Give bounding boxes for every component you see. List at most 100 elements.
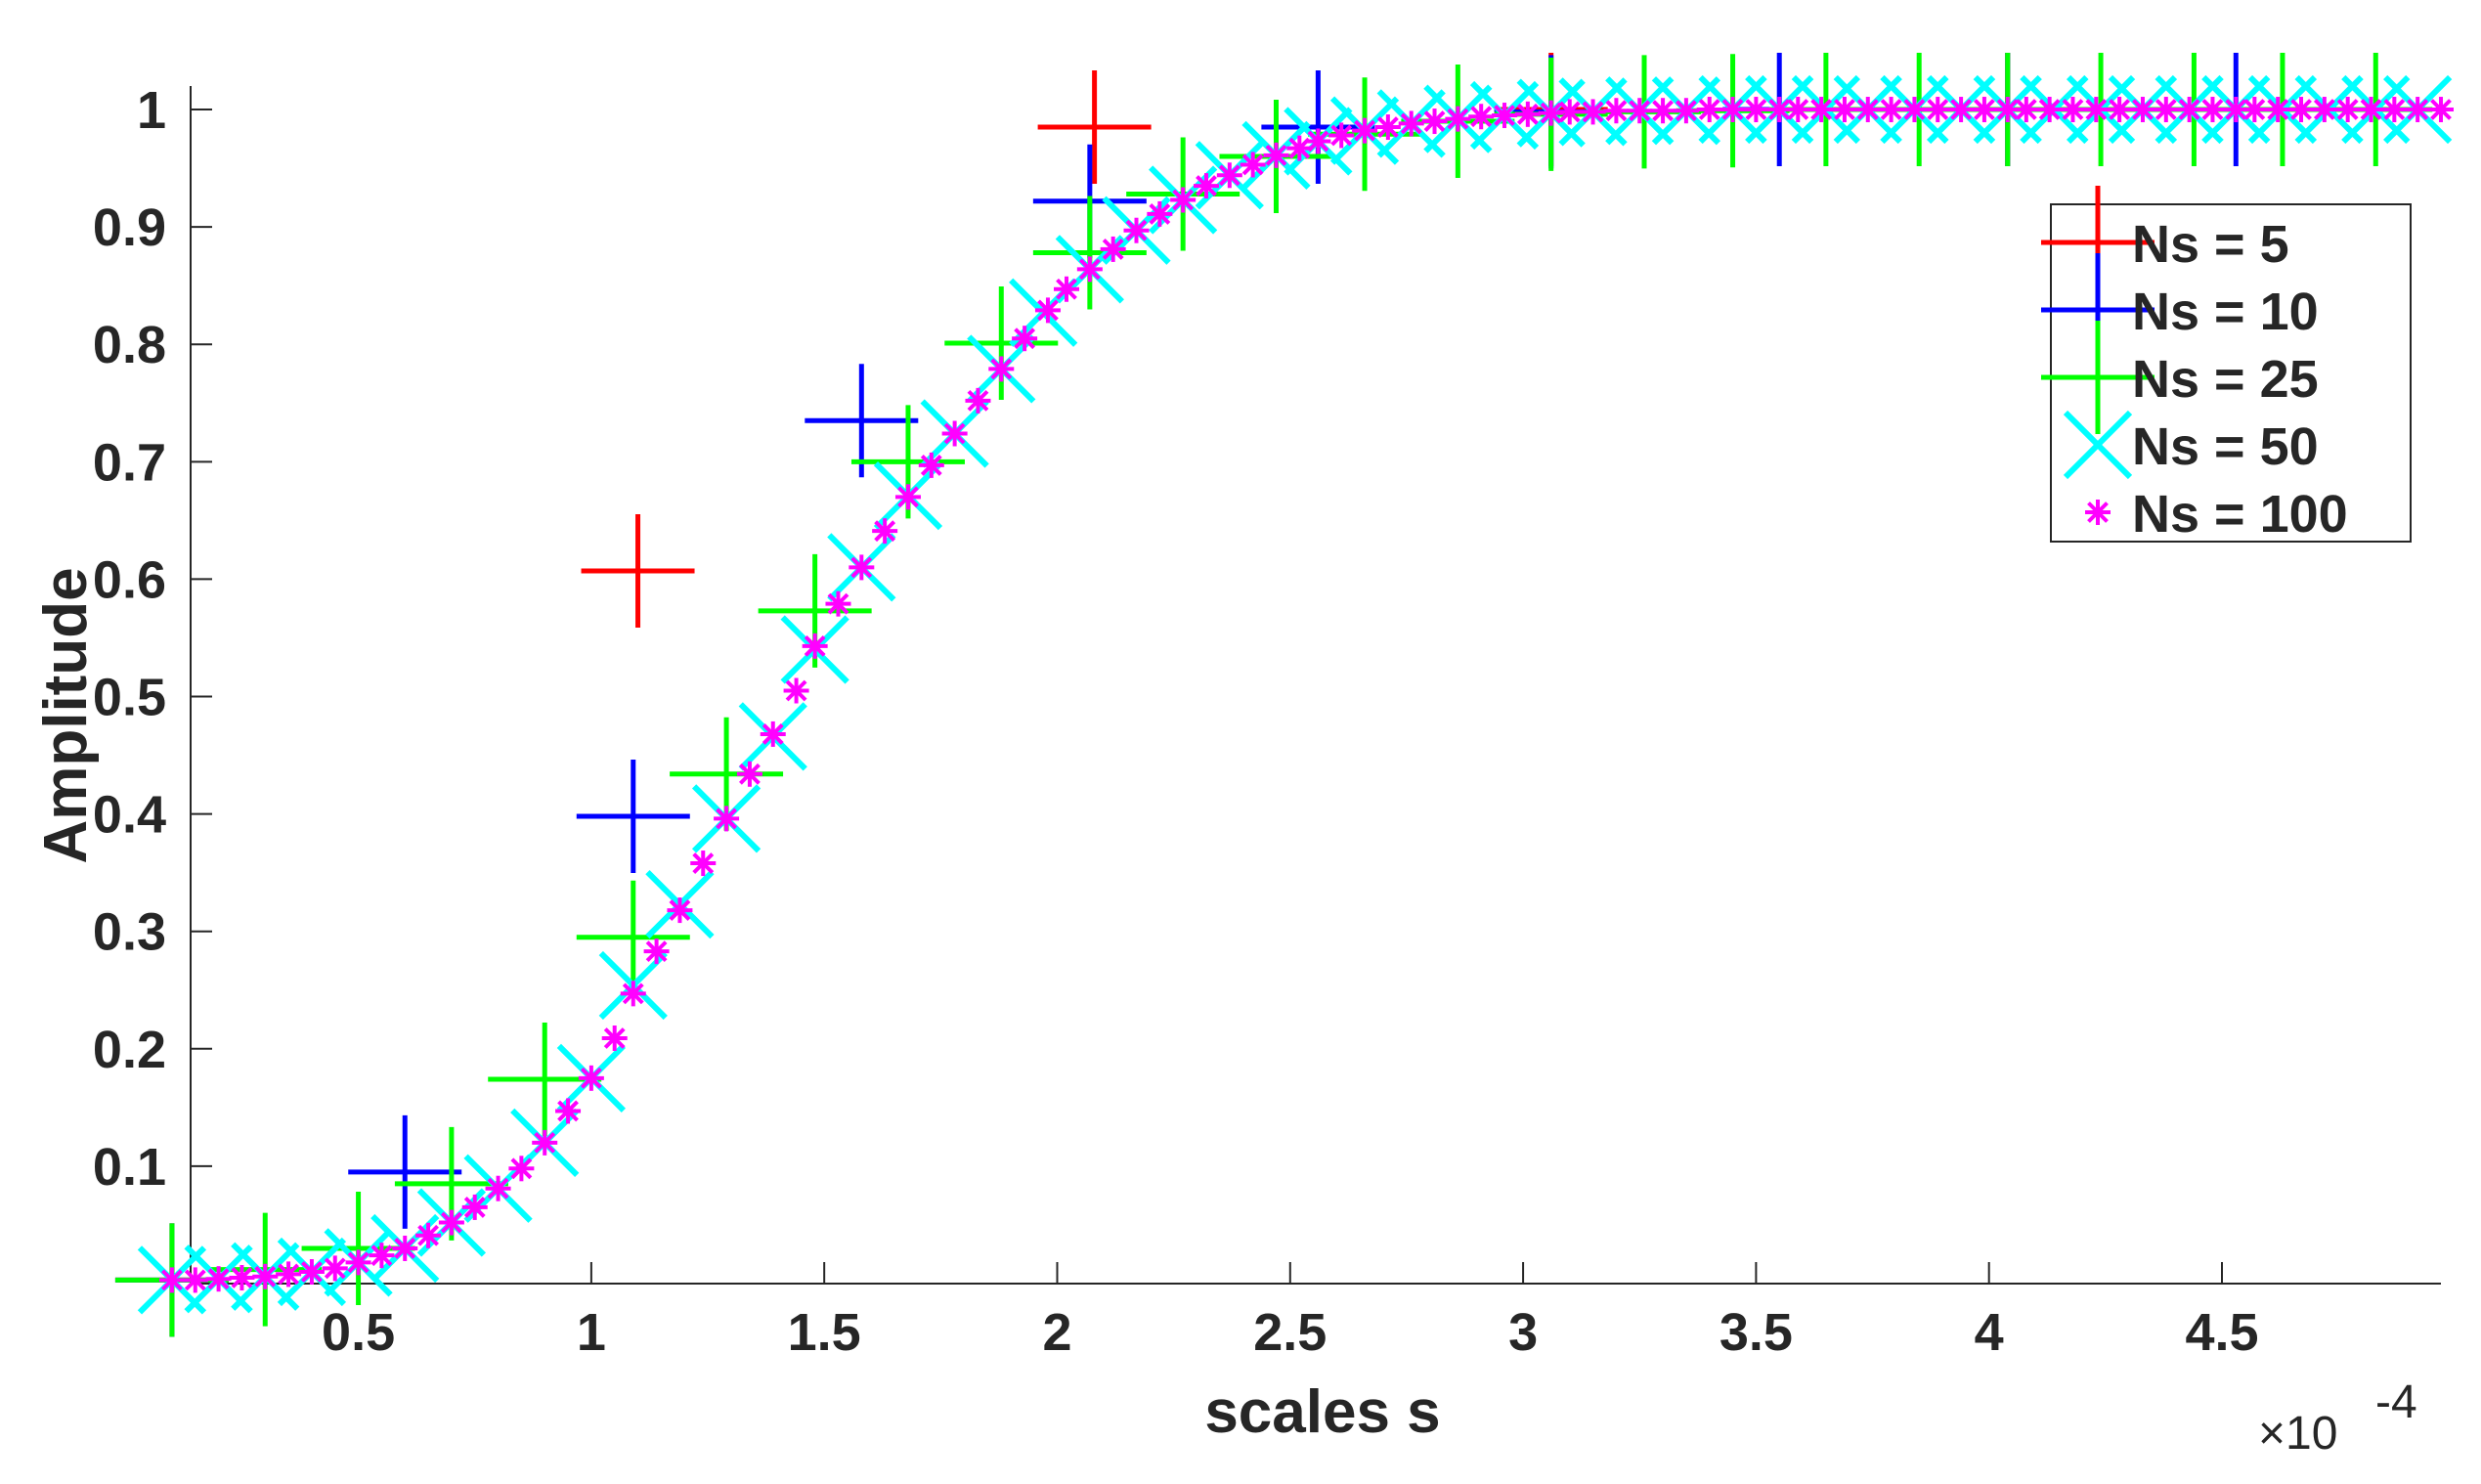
legend-label: Ns = 50 [2132, 417, 2319, 476]
data-point [2288, 97, 2315, 123]
data-point [1421, 109, 1448, 135]
data-point [2083, 97, 2110, 123]
x-exponent-base: ×10 [2258, 1408, 2337, 1460]
y-tick-label: 0.7 [93, 433, 166, 492]
data-point [2311, 97, 2337, 123]
x-ticks: 0.5 1 1.5 2 2.5 3 3.5 4 4.5 [322, 1262, 2259, 1362]
data-point [2199, 97, 2226, 123]
data-point [918, 452, 944, 478]
series-ns-100 [158, 97, 2454, 1293]
x-tick-label: 1.5 [788, 1303, 861, 1362]
x-tick-label: 1 [577, 1303, 606, 1362]
y-tick-label: 1 [137, 81, 166, 140]
x-tick-label: 3.5 [1719, 1303, 1793, 1362]
legend-entry: Ns = 5 [2041, 186, 2289, 299]
legend: Ns = 5 Ns = 10 Ns = 25 Ns = 50 Ns = 100 [2041, 186, 2412, 544]
data-point [438, 1209, 464, 1236]
data-point [1328, 122, 1355, 149]
data-point [2242, 97, 2268, 123]
data-point [2334, 97, 2361, 123]
legend-entry: Ns = 25 [2041, 321, 2319, 434]
data-point [2129, 97, 2155, 123]
y-tick-label: 0.1 [93, 1138, 166, 1197]
x-tick-label: 2 [1042, 1303, 1071, 1362]
data-point [1032, 196, 1147, 310]
plot-area [114, 53, 2454, 1337]
data-point [276, 1261, 302, 1288]
y-tick-label: 0.2 [93, 1021, 166, 1079]
data-point [2060, 97, 2086, 123]
data-point [1445, 106, 1471, 132]
data-point [620, 981, 646, 1007]
data-point [1925, 97, 1951, 123]
data-point [1650, 98, 1676, 124]
x-tick-label: 3 [1508, 1303, 1538, 1362]
x-tick-label: 0.5 [322, 1303, 395, 1362]
data-point [532, 1129, 558, 1156]
legend-label: Ns = 25 [2132, 350, 2319, 409]
data-point [252, 1263, 279, 1289]
data-point [1352, 117, 1378, 144]
axes [190, 86, 2441, 1285]
data-point [298, 1258, 325, 1285]
x-tick-label: 4.5 [2185, 1303, 2258, 1362]
data-point [849, 554, 875, 581]
data-point [1696, 97, 1722, 123]
data-point [965, 387, 991, 414]
legend-label: Ns = 5 [2132, 215, 2289, 274]
legend-entries: Ns = 5 Ns = 10 Ns = 25 Ns = 50 Ns = 100 [2041, 186, 2348, 544]
data-point [345, 1249, 371, 1276]
legend-label: Ns = 10 [2132, 283, 2319, 341]
x-tick-label: 4 [1975, 1303, 2004, 1362]
data-point [825, 590, 851, 617]
data-point [2358, 97, 2384, 123]
data-point [1538, 100, 1564, 126]
data-point [1673, 98, 1699, 124]
y-tick-label: 0.8 [93, 316, 166, 374]
data-point [1263, 142, 1289, 168]
data-point [1556, 99, 1583, 125]
data-point [2381, 97, 2408, 123]
data-point [369, 1243, 395, 1269]
data-point [1948, 97, 1975, 123]
data-point [576, 760, 690, 874]
data-point [1719, 97, 1746, 123]
data-point [461, 1194, 488, 1220]
data-point [1878, 97, 1904, 123]
data-point [643, 938, 670, 965]
data-point [601, 1025, 628, 1051]
data-point [714, 806, 740, 832]
data-point [1240, 152, 1266, 178]
y-tick-label: 0.5 [93, 669, 166, 727]
data-point [1037, 70, 1152, 185]
data-point [322, 1255, 348, 1282]
data-point [2265, 97, 2291, 123]
data-point [872, 518, 898, 545]
legend-label: Ns = 100 [2132, 485, 2348, 544]
data-point [1580, 99, 1606, 125]
data-point [581, 514, 695, 629]
legend-entry: Ns = 10 [2041, 253, 2319, 367]
data-point [736, 761, 762, 787]
legend-marker [2085, 500, 2111, 525]
data-point [2176, 97, 2202, 123]
y-tick-label: 0.4 [93, 786, 166, 845]
data-point [1261, 70, 1375, 185]
data-point [1012, 326, 1038, 352]
data-point [1054, 276, 1080, 302]
data-point [1808, 97, 1835, 123]
data-point [1743, 97, 1769, 123]
data-point [1034, 297, 1061, 324]
data-point [1627, 98, 1653, 124]
data-point [1831, 97, 1857, 123]
data-point [1468, 104, 1495, 130]
legend-marker [2041, 321, 2155, 434]
y-ticks: 0.1 0.2 0.3 0.4 0.5 0.6 0.7 0.8 0.9 1 [93, 81, 212, 1197]
data-point [1193, 173, 1219, 199]
data-point [415, 1222, 442, 1248]
legend-entry: Ns = 50 [2063, 410, 2319, 480]
data-point [508, 1156, 535, 1182]
y-tick-label: 0.3 [93, 903, 166, 962]
data-point [2428, 97, 2454, 123]
